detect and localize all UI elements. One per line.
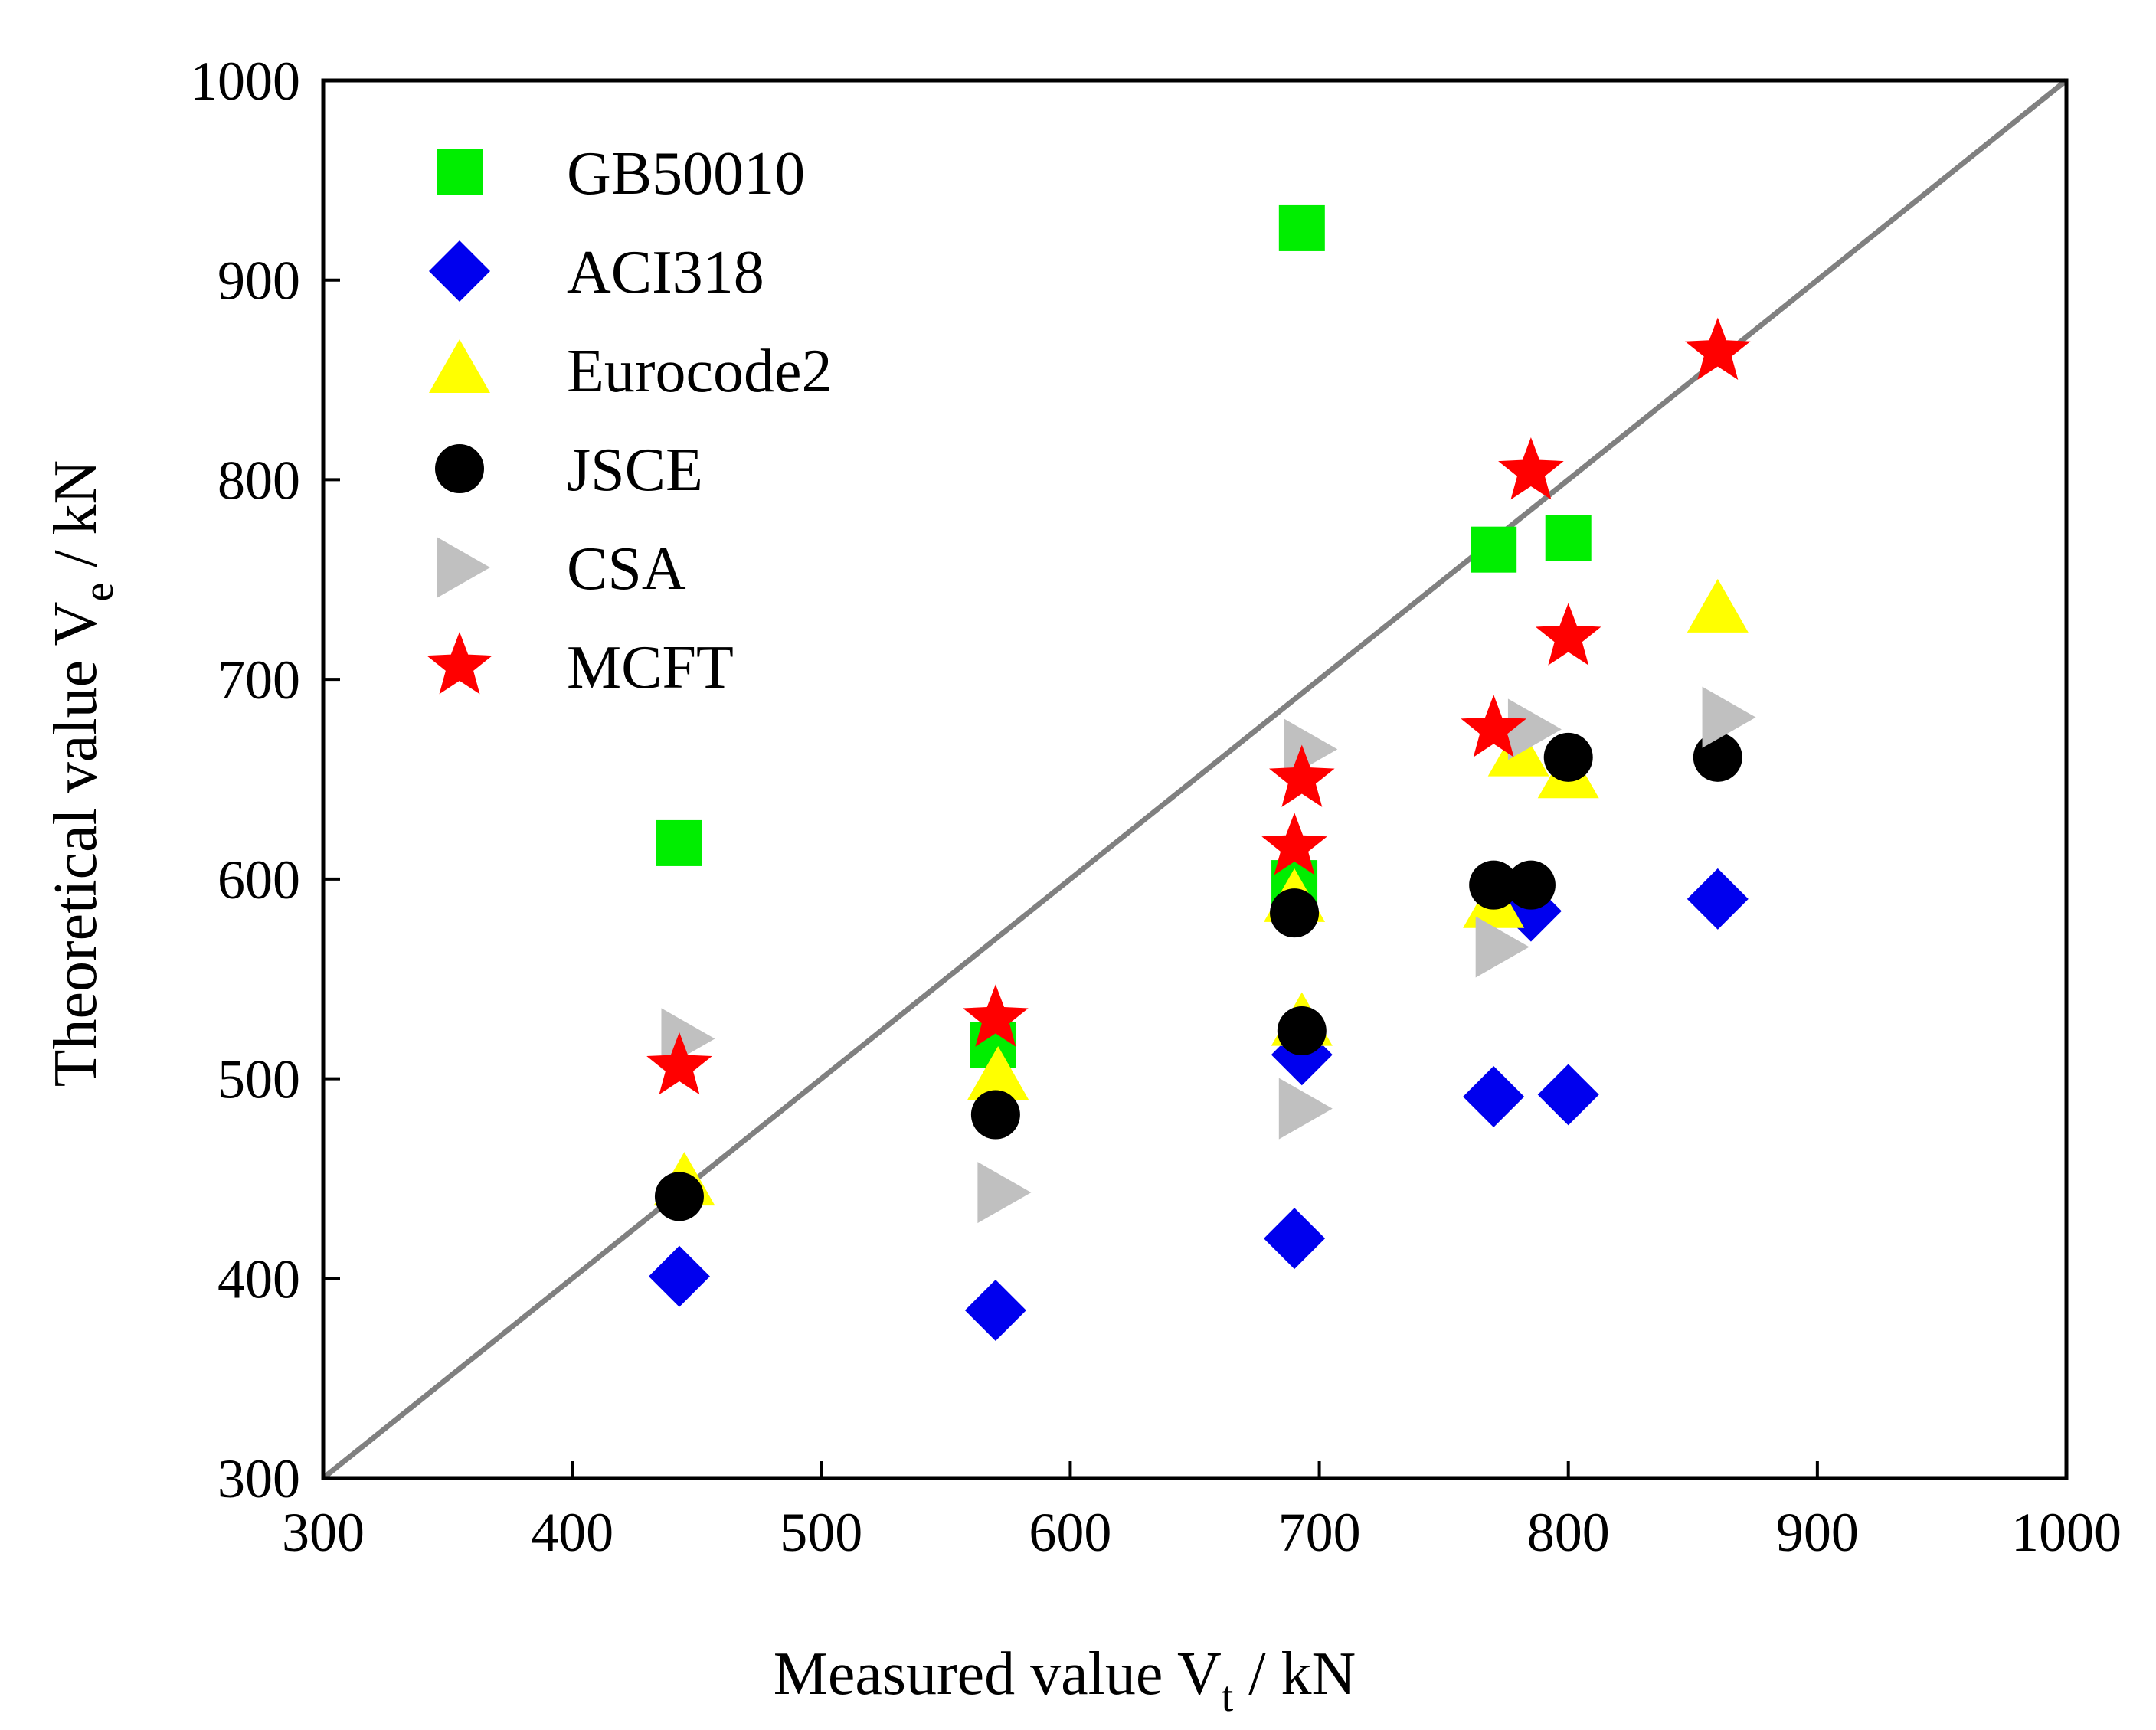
data-point xyxy=(1693,732,1742,782)
x-tick-label: 700 xyxy=(1278,1502,1361,1563)
data-point xyxy=(977,1162,1032,1224)
data-point xyxy=(967,1045,1029,1100)
y-tick-label: 300 xyxy=(218,1448,300,1509)
x-tick-label: 1000 xyxy=(2011,1502,2122,1563)
series-eurocode2 xyxy=(653,578,1749,1206)
data-point xyxy=(1475,916,1529,978)
data-point xyxy=(1537,1064,1599,1126)
legend-label: ACI318 xyxy=(567,239,764,306)
legend-item: ACI318 xyxy=(429,239,764,306)
x-tick-label: 900 xyxy=(1776,1502,1859,1563)
data-point xyxy=(1269,744,1335,807)
legend-marker xyxy=(437,149,483,195)
y-tick-label: 400 xyxy=(218,1248,300,1310)
data-points xyxy=(646,204,1756,1341)
y-tick-label: 600 xyxy=(218,849,300,911)
series-gb50010 xyxy=(656,204,1592,1068)
data-point xyxy=(654,1172,704,1221)
y-tick-label: 1000 xyxy=(190,51,300,112)
data-point xyxy=(1461,695,1526,757)
y-axis-title: Theoretical value Ve / kN xyxy=(42,460,123,1087)
data-point xyxy=(1506,860,1556,910)
data-point xyxy=(1278,204,1325,251)
data-point xyxy=(1264,1208,1326,1270)
data-point xyxy=(1471,526,1517,573)
legend: GB50010 ACI318 Eurocode2 JSCE CSA MCFT xyxy=(427,140,833,701)
data-point xyxy=(1545,515,1592,561)
legend-label: MCFT xyxy=(567,634,734,701)
data-point xyxy=(1702,686,1756,748)
legend-label: CSA xyxy=(567,535,686,603)
data-point xyxy=(1270,888,1320,938)
data-point xyxy=(970,1090,1020,1140)
legend-marker xyxy=(427,632,492,695)
y-tick-label: 800 xyxy=(218,450,300,511)
legend-label: JSCE xyxy=(567,437,703,504)
data-point xyxy=(1535,603,1601,666)
data-point xyxy=(1687,578,1749,633)
legend-item: CSA xyxy=(437,535,686,603)
data-point xyxy=(1463,1066,1525,1128)
plot-frame xyxy=(321,78,2069,1480)
legend-marker xyxy=(429,339,490,393)
x-tick-label: 800 xyxy=(1527,1502,1610,1563)
legend-marker xyxy=(429,240,490,302)
x-tick-label: 300 xyxy=(282,1502,365,1563)
legend-item: JSCE xyxy=(435,437,703,504)
reference-line xyxy=(321,78,2069,1480)
legend-marker xyxy=(437,537,490,598)
legend-item: MCFT xyxy=(427,632,734,701)
data-point xyxy=(1685,317,1751,380)
data-point xyxy=(1261,813,1327,875)
data-point xyxy=(1498,437,1564,500)
x-tick-label: 500 xyxy=(780,1502,862,1563)
y-tick-label: 500 xyxy=(218,1049,300,1110)
legend-item: Eurocode2 xyxy=(429,338,833,405)
x-tick-label: 600 xyxy=(1029,1502,1111,1563)
data-point xyxy=(1507,698,1562,760)
series-jsce xyxy=(654,732,1742,1221)
x-tick-label: 400 xyxy=(531,1502,613,1563)
series-aci318 xyxy=(648,868,1749,1341)
x-axis-title: Measured value Vt / kN xyxy=(774,1640,1356,1721)
data-point xyxy=(1687,868,1749,930)
legend-label: GB50010 xyxy=(567,140,805,208)
data-point xyxy=(1277,1006,1327,1055)
data-point xyxy=(646,1032,712,1095)
data-point xyxy=(1543,732,1593,782)
series-mcft xyxy=(646,317,1751,1095)
legend-label: Eurocode2 xyxy=(567,338,833,405)
data-point xyxy=(964,1280,1026,1341)
data-point xyxy=(1469,860,1519,910)
y-tick-label: 700 xyxy=(218,649,300,711)
data-point xyxy=(656,819,702,866)
legend-marker xyxy=(435,444,484,493)
data-point xyxy=(1278,1078,1333,1140)
y-tick-label: 900 xyxy=(218,250,300,312)
data-point xyxy=(963,984,1029,1047)
legend-item: GB50010 xyxy=(437,140,805,208)
data-point xyxy=(648,1245,710,1307)
axis-ticks: 300 400 500 600 700 800 900 1000 300 400 500 600 700… xyxy=(190,51,2122,1563)
